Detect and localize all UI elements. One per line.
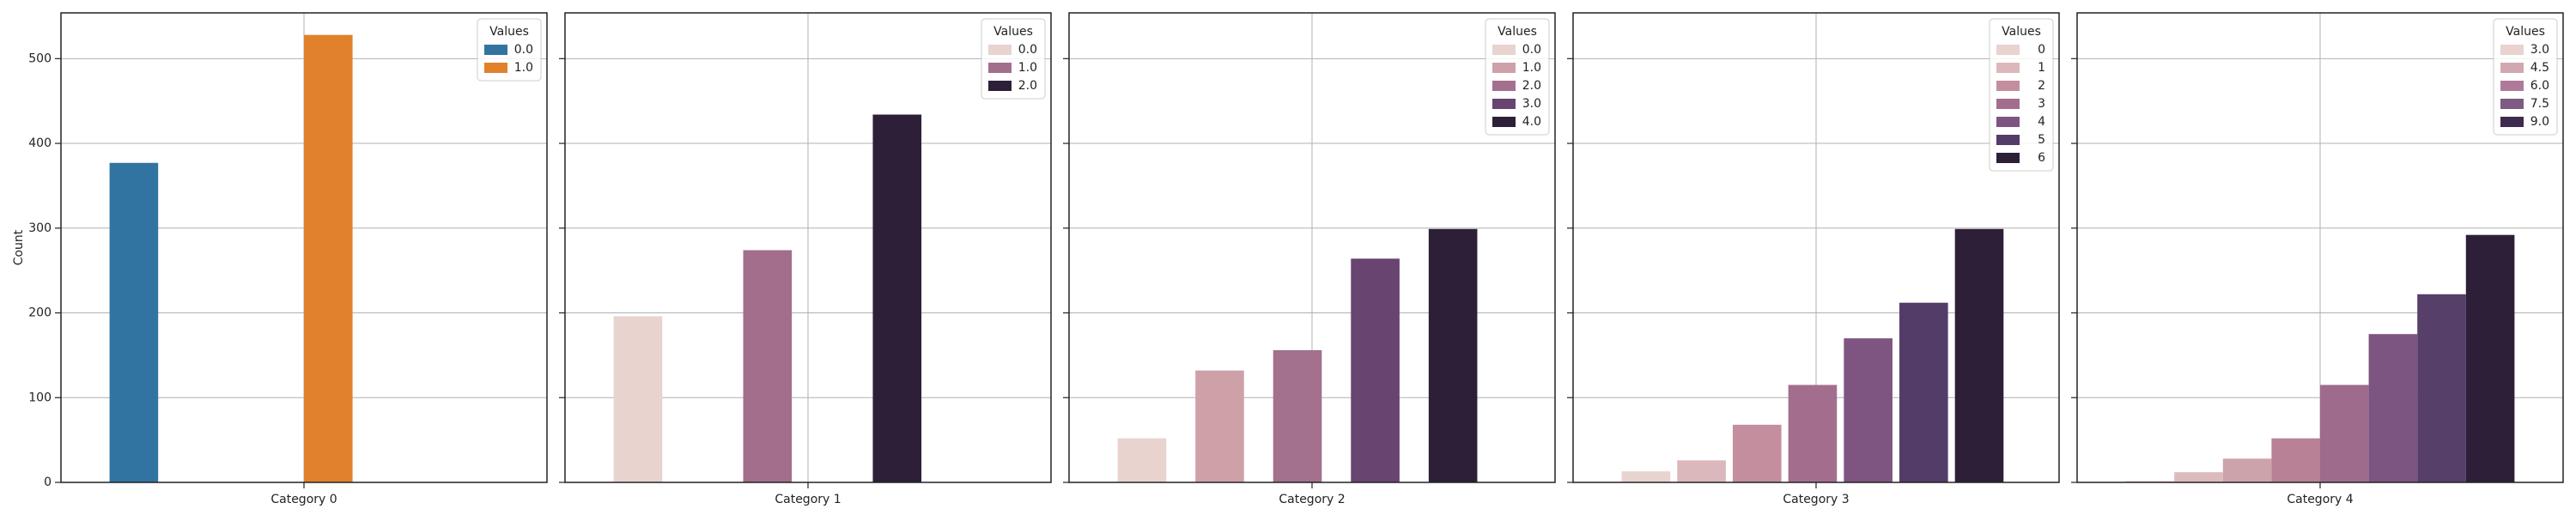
legend-title: Values (1498, 25, 1537, 39)
legend-swatch (484, 63, 507, 73)
legend-label: 2.0 (1018, 79, 1037, 93)
legend-label: 3 (2038, 97, 2045, 111)
x-tick-label: Category 0 (270, 493, 337, 506)
bar (1788, 385, 1838, 482)
legend-title: Values (993, 25, 1033, 39)
bar (2222, 458, 2272, 482)
y-tick-label: 100 (28, 391, 52, 404)
bar (1351, 258, 1400, 482)
legend-label: 2 (2038, 79, 2045, 93)
bar (109, 162, 159, 482)
bar (2271, 438, 2320, 482)
legend-swatch (2500, 63, 2524, 73)
legend-swatch (1492, 117, 1516, 127)
bar (1621, 471, 1671, 482)
bar (304, 34, 353, 482)
legend-swatch (1996, 81, 2020, 91)
bar (1117, 438, 1167, 482)
bar (1732, 424, 1782, 482)
legend-swatch (1996, 135, 2020, 145)
legend-label: 0.0 (1522, 43, 1541, 57)
bar (872, 114, 922, 482)
legend-swatch (1492, 45, 1516, 55)
bar (1844, 338, 1893, 482)
bar (2368, 334, 2418, 482)
legend-label: 6.0 (2530, 79, 2549, 93)
legend-label: 6 (2038, 151, 2045, 165)
legend-swatch (1996, 99, 2020, 109)
legend-label: 1.0 (1018, 61, 1037, 75)
legend-title: Values (2002, 25, 2041, 39)
legend-swatch (988, 63, 1012, 73)
bar (1428, 228, 1478, 482)
y-tick-label: 300 (28, 221, 52, 235)
y-axis-label: Count (12, 229, 26, 265)
y-tick-label: 200 (28, 306, 52, 320)
legend-label: 3.0 (1522, 97, 1541, 111)
legend-label: 9.0 (2530, 115, 2549, 129)
legend-title: Values (2506, 25, 2545, 39)
legend-swatch (1996, 45, 2020, 55)
x-tick-label: Category 2 (1279, 493, 1345, 506)
legend-swatch (2500, 45, 2524, 55)
axes-frame (1572, 12, 2060, 483)
bar (2320, 385, 2369, 482)
legend-label: 1 (2038, 61, 2045, 75)
bar (1195, 370, 1244, 482)
legend-label: 4 (2038, 115, 2045, 129)
legend-label: 4.0 (1522, 115, 1541, 129)
bar (1954, 228, 2004, 482)
bar (1273, 349, 1322, 482)
legend-swatch (1492, 81, 1516, 91)
legend-swatch (988, 81, 1012, 91)
legend-label: 5 (2038, 133, 2045, 147)
legend-title: Values (489, 25, 529, 39)
bar (2465, 234, 2515, 482)
legend-label: 2.0 (1522, 79, 1541, 93)
bar (743, 250, 793, 482)
legend-box (1989, 18, 2054, 172)
x-tick-label: Category 1 (775, 493, 841, 506)
legend-label: 1.0 (514, 61, 533, 75)
bar (1677, 460, 1726, 482)
legend-label: 3.0 (2530, 43, 2549, 57)
legend-label: 1.0 (1522, 61, 1541, 75)
x-tick-label: Category 4 (2287, 493, 2353, 506)
axes-frame (60, 12, 548, 483)
legend-label: 7.5 (2530, 97, 2549, 111)
bar (1899, 302, 1948, 482)
legend-swatch (1996, 153, 2020, 163)
legend-swatch (1492, 99, 1516, 109)
y-tick-label: 500 (28, 52, 52, 65)
legend-swatch (2500, 99, 2524, 109)
axes-frame (2076, 12, 2564, 483)
legend-swatch (484, 45, 507, 55)
legend-swatch (1996, 63, 2020, 73)
y-tick-label: 0 (44, 476, 52, 489)
bar (2417, 294, 2466, 482)
axes-frame (1068, 12, 1556, 483)
y-tick-label: 400 (28, 136, 52, 150)
bar (2174, 472, 2223, 482)
legend-swatch (988, 45, 1012, 55)
legend-swatch (1996, 117, 2020, 127)
legend-swatch (1492, 63, 1516, 73)
legend-label: 0.0 (514, 43, 533, 57)
bar (2125, 481, 2175, 482)
bar (613, 316, 663, 482)
legend-label: 0.0 (1018, 43, 1037, 57)
legend-box (981, 18, 1046, 100)
x-tick-label: Category 3 (1783, 493, 1849, 506)
legend-swatch (2500, 117, 2524, 127)
legend-label: 4.5 (2530, 61, 2549, 75)
legend-label: 0 (2038, 43, 2045, 57)
axes-frame (564, 12, 1052, 483)
legend-swatch (2500, 81, 2524, 91)
